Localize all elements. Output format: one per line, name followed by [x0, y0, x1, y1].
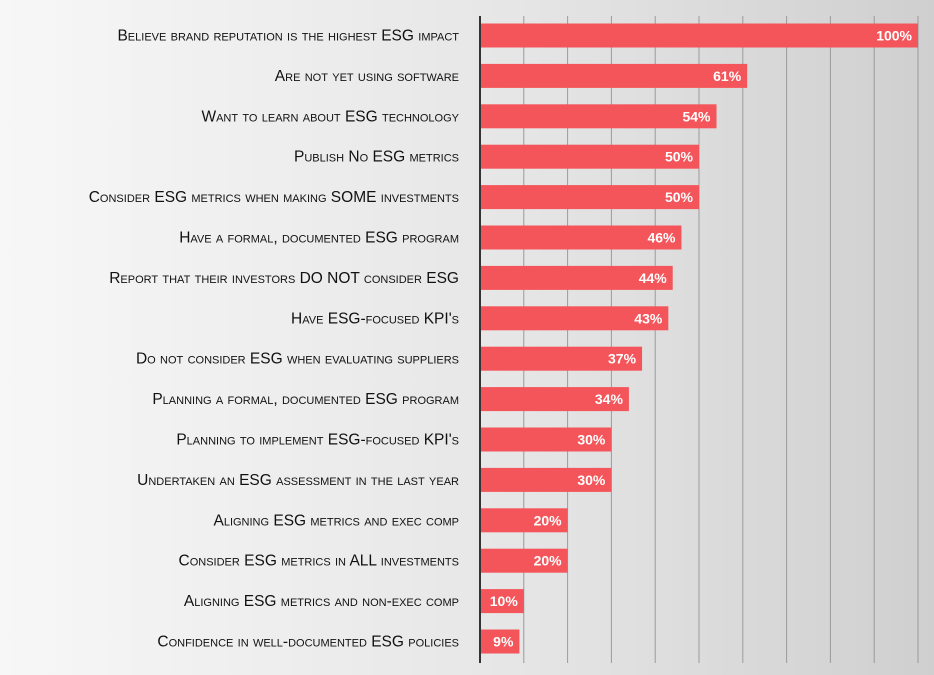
value-label: 20%	[534, 553, 563, 569]
value-label: 37%	[608, 351, 637, 367]
category-label: Have a formal, documented ESG program	[179, 230, 459, 247]
value-label: 10%	[490, 593, 519, 609]
bar	[480, 548, 568, 573]
category-label: Undertaken an ESG assessment in the last…	[137, 472, 459, 489]
category-label: Aligning ESG metrics and exec comp	[213, 512, 459, 529]
value-label: 50%	[665, 189, 694, 205]
value-label: 30%	[577, 432, 606, 448]
bar	[480, 265, 673, 290]
category-label: Are not yet using software	[275, 68, 459, 85]
value-labels: 100% 61% 54% 50% 50% 46% 44% 43% 37% 34% 30% 30% 20%…	[490, 28, 913, 650]
category-label: Consider ESG metrics in ALL investments	[179, 553, 459, 570]
category-label: Want to learn about ESG technology	[201, 108, 459, 125]
category-label: Consider ESG metrics when making SOME in…	[89, 189, 459, 206]
value-label: 20%	[534, 512, 563, 528]
value-label: 46%	[647, 230, 676, 246]
value-label: 50%	[665, 149, 694, 165]
bar	[480, 104, 717, 129]
category-label: Confidence in well-documented ESG polici…	[157, 634, 459, 651]
value-label: 100%	[876, 28, 912, 44]
bar	[480, 225, 682, 250]
bar	[480, 387, 629, 412]
category-label: Planning to implement ESG-focused KPI's	[176, 432, 459, 449]
value-label: 30%	[577, 472, 606, 488]
value-label: 61%	[713, 68, 742, 84]
bar	[480, 63, 748, 88]
category-label: Do not consider ESG when evaluating supp…	[136, 351, 459, 368]
bar	[480, 467, 612, 492]
category-label: Have ESG-focused KPI's	[291, 310, 459, 327]
bar	[480, 508, 568, 533]
bars	[480, 23, 918, 654]
value-label: 9%	[493, 634, 514, 650]
bar	[480, 144, 699, 169]
value-label: 43%	[634, 310, 663, 326]
category-labels: Believe brand reputation is the highest …	[89, 28, 460, 651]
bar	[480, 629, 520, 654]
value-label: 54%	[682, 108, 711, 124]
value-label: 44%	[639, 270, 668, 286]
category-label: Believe brand reputation is the highest …	[117, 28, 459, 45]
bar	[480, 185, 699, 210]
category-label: Publish No ESG metrics	[294, 149, 459, 166]
bar	[480, 346, 643, 371]
bar	[480, 23, 918, 48]
bar	[480, 589, 524, 614]
value-label: 34%	[595, 391, 624, 407]
bar	[480, 427, 612, 452]
bar	[480, 306, 669, 331]
category-label: Aligning ESG metrics and non-exec comp	[184, 593, 459, 610]
category-label: Planning a formal, documented ESG progra…	[152, 391, 459, 408]
category-label: Report that their investors DO NOT consi…	[109, 270, 459, 287]
